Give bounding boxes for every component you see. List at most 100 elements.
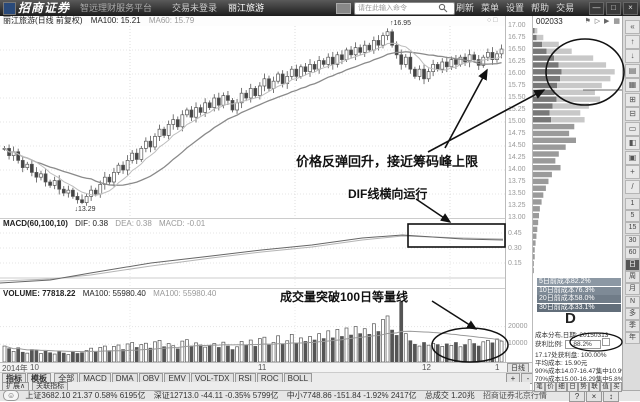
crosshair-icon[interactable]: + [625,165,640,179]
price-tick: 14.25 [508,154,526,161]
macd-dea-value: DEA: 0.38 [115,219,152,228]
period-日[interactable]: 日 [625,259,640,271]
sz-index-quote[interactable]: 深证12713.0 -44.11 -0.35% 5799亿 [153,391,279,400]
candlestick-chart[interactable] [0,26,505,218]
close-quote-icon[interactable]: × [586,391,602,402]
price-tick: 14.50 [508,142,526,149]
back-icon[interactable]: « [625,20,640,34]
chip-bottom-tabs: 笔价细日势联值买 [534,382,622,392]
macd-chart[interactable] [0,228,505,288]
grid-icon[interactable]: ▦ [625,78,640,92]
price-tick: 15.75 [508,82,526,89]
price-tick: 16.75 [508,34,526,41]
ma100-value: MA100: 15.21 [90,16,141,25]
split-view-icon[interactable]: ◧ [625,136,640,150]
price-tick: 14.00 [508,166,526,173]
chip-tab-笔[interactable]: 笔 [534,382,545,392]
chip-tab-价[interactable]: 价 [545,382,556,392]
macd-tick: 0.30 [508,245,522,252]
stock-code[interactable]: 002033 [536,17,563,26]
volume-header: VOLUME: 77818.22 MA100: 55980.40 MA100: … [0,288,505,299]
draw-line-icon[interactable]: / [625,179,640,194]
help-icon[interactable]: ? [569,391,585,402]
resize-icon[interactable]: ↕ [603,391,619,402]
indicator-tabs-left: 指标 模板 [2,373,52,384]
price-tick: 13.00 [508,214,526,221]
month-label: 1 [495,363,500,372]
volume-tick: 20000 [508,323,528,330]
minimize-button[interactable]: — [589,2,604,15]
stock-tab[interactable]: 丽江旅游 [228,3,265,13]
period-30[interactable]: 30 [625,234,640,247]
period-月[interactable]: 月 [625,283,640,296]
profit-ratio-spinner[interactable] [602,338,611,346]
cost-row-2: 20日前成本58.0% [537,295,621,303]
login-status[interactable]: 交易未登录 [172,3,218,13]
chip-tab-联[interactable]: 联 [589,382,600,392]
chip-tab-势[interactable]: 势 [578,382,589,392]
maximize-button[interactable]: □ [606,2,621,15]
period-年[interactable]: 年 [625,332,640,345]
chip-tab-日[interactable]: 日 [567,382,578,392]
menu-菜单[interactable]: 菜单 [481,3,500,13]
chip-tab-买[interactable]: 买 [611,382,622,392]
search-icon[interactable] [438,3,448,13]
macd-tick: 0.15 [508,260,522,267]
price-tick: 13.75 [508,178,526,185]
ma60-value: MA60: 15.79 [148,16,195,25]
chip-header-icons[interactable]: ⚑ ▷ ▶ ▦ [584,18,621,25]
chip-tab-值[interactable]: 值 [600,382,611,392]
right-toolbar: «↑ ↓ ▤ ▦ ⊞ ⊟ ▭ ◧ ▣ +/1 5 15 30 60 日周月 N 多季年 [622,16,640,390]
volume-chart[interactable] [0,298,505,362]
zoom-out-icon[interactable]: ⊟ [625,107,640,121]
menu-帮助[interactable]: 帮助 [531,3,550,13]
down-icon[interactable]: ↓ [625,49,640,63]
cost-row-1: 10日前成本76.3% [537,286,621,295]
profit-at-price-line: 17.17处获利盘: 100.00% [535,352,607,359]
panel-icon[interactable]: ▣ [625,150,640,165]
chip-tab-细[interactable]: 细 [556,382,567,392]
menu-交易[interactable]: 交易 [556,3,575,13]
period-60[interactable]: 60 [625,246,640,259]
period-多[interactable]: 多 [625,307,640,320]
screenshot-icon[interactable] [336,3,351,14]
corner-tools-icon[interactable]: ○ □ [487,17,498,24]
zoom-in-icon[interactable]: ⊞ [625,92,640,107]
period-15[interactable]: 15 [625,222,640,235]
title-bar: 招商证券 智远理财服务平台 交易未登录 丽江旅游 请在此输入命令 刷新 菜单 设置帮… [0,0,640,16]
status-icons: ? × ↕ [569,391,620,402]
period-周[interactable]: 周 [625,271,640,284]
low-price-label: ↓13.29 [74,206,96,214]
close-button[interactable]: × [623,2,638,15]
search-input[interactable]: 请在此输入命令 [354,2,455,15]
profit-ratio-row: 获利比例: 88.2% [535,338,623,349]
cost-row-3: 30日前成本33.1% [537,303,621,312]
status-logo-icon[interactable]: ☺ [3,390,20,401]
period-季[interactable]: 季 [625,320,640,332]
up-icon[interactable]: ↑ [625,34,640,49]
menu-设置[interactable]: 设置 [506,3,525,13]
menu-刷新[interactable]: 刷新 [456,3,475,13]
volume-ma2: MA100: 55980.40 [153,289,217,298]
indicator-tabs: 全部 MACD DMA OBV EMV VOL-TDX RSI ROC BOLL [54,373,313,384]
price-tick: 15.00 [508,118,526,125]
app-icon [3,2,16,15]
month-label: 10 [30,363,39,372]
cost-row-0: 5日前成本82.2% [537,278,621,286]
annotation-price-rebound: 价格反弹回升，接近筹码峰上限 [296,154,479,169]
expand-row: 扩展∧ 关联指标 [0,382,530,391]
macd-dif-value: DIF: 0.38 [75,219,109,228]
price-axis: 17.00 16.75 16.50 16.25 16.00 15.75 15.50 15.25… [505,16,533,372]
window-icon[interactable]: ▭ [625,121,640,136]
avg-cost-line: 平均成本: 15.90元 [535,360,588,367]
list-icon[interactable]: ▤ [625,63,640,78]
price-tick: 15.50 [508,94,526,101]
chip-distribution-panel: 002033 ⚑ ▷ ▶ ▦ 5日前成本82.2% 10日前成本76.3% 20日前… [532,16,627,392]
quote-source: 招商证券北京行情 [482,391,547,400]
period-N[interactable]: N [625,295,640,308]
sh-index-quote[interactable]: 上证3682.10 21.37 0.58% 6195亿 [25,391,146,400]
period-1[interactable]: 1 [625,198,640,210]
period-5[interactable]: 5 [625,210,640,223]
price-tick: 14.75 [508,130,526,137]
zx-index-quote[interactable]: 中小7748.86 -151.84 -1.92% 2417亿 [286,391,417,400]
